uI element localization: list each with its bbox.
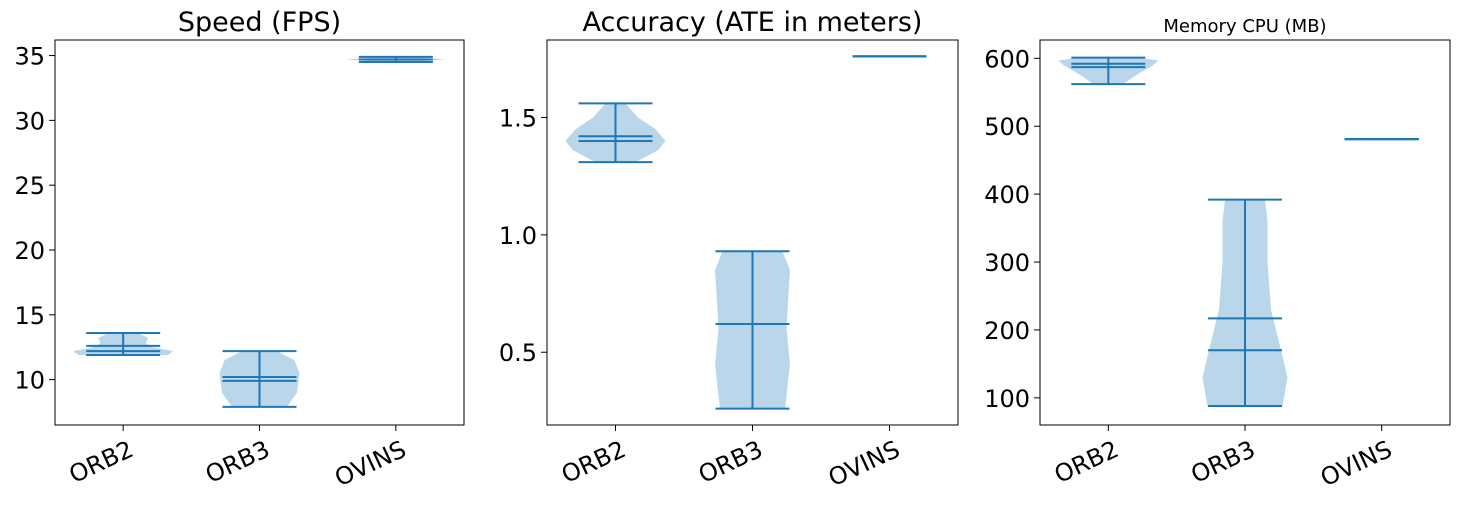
- x-tick-label: ORB3: [1187, 435, 1260, 489]
- y-tick-label: 10: [14, 367, 45, 395]
- violin-orb3: [219, 350, 300, 408]
- violin-orb2: [565, 102, 666, 164]
- chart-panel-1: Speed (FPS) 10 15 20 25 30 35 ORB2 ORB3 OVINS: [14, 7, 465, 492]
- y-tick-label: 35: [14, 43, 45, 71]
- y-tick-label: 300: [984, 249, 1030, 277]
- x-tick-label: OVINS: [824, 435, 904, 492]
- y-tick-label: 30: [14, 107, 45, 135]
- violin-ovins: [345, 55, 446, 64]
- y-tick-label: 1.5: [499, 104, 537, 132]
- x-tick-label: OVINS: [1316, 435, 1396, 492]
- y-tick-label: 100: [984, 385, 1030, 413]
- y-tick-label: 1.0: [499, 222, 537, 250]
- y-tick-label: 600: [984, 45, 1030, 73]
- chart-title: Accuracy (ATE in meters): [583, 7, 923, 38]
- chart-panel-3: Memory CPU (MB) 100 200 300 400 500 600 ORB2 ORB…: [984, 16, 1451, 492]
- x-tick-label: ORB2: [65, 435, 138, 489]
- y-tick-label: 25: [14, 172, 45, 200]
- violin-orb2: [1058, 56, 1159, 86]
- x-tick-label: ORB2: [1050, 435, 1123, 489]
- violin-orb2: [73, 331, 174, 356]
- y-tick-label: 0.5: [499, 339, 537, 367]
- y-tick-label: 200: [984, 317, 1030, 345]
- y-tick-label: 20: [14, 237, 45, 265]
- x-tick-label: OVINS: [330, 435, 410, 492]
- chart-panel-2: Accuracy (ATE in meters) 0.5 1.0 1.5 ORB2 ORB…: [499, 7, 959, 492]
- x-tick-label: ORB2: [557, 435, 630, 489]
- x-tick-label: ORB3: [201, 435, 274, 489]
- violin-orb3: [1202, 198, 1288, 407]
- chart-title: Speed (FPS): [178, 7, 341, 38]
- violin-orb3: [715, 250, 790, 410]
- y-tick-label: 15: [14, 302, 45, 330]
- y-tick-label: 400: [984, 181, 1030, 209]
- x-tick-label: ORB3: [694, 435, 767, 489]
- y-tick-label: 500: [984, 113, 1030, 141]
- chart-title: Memory CPU (MB): [1163, 16, 1326, 37]
